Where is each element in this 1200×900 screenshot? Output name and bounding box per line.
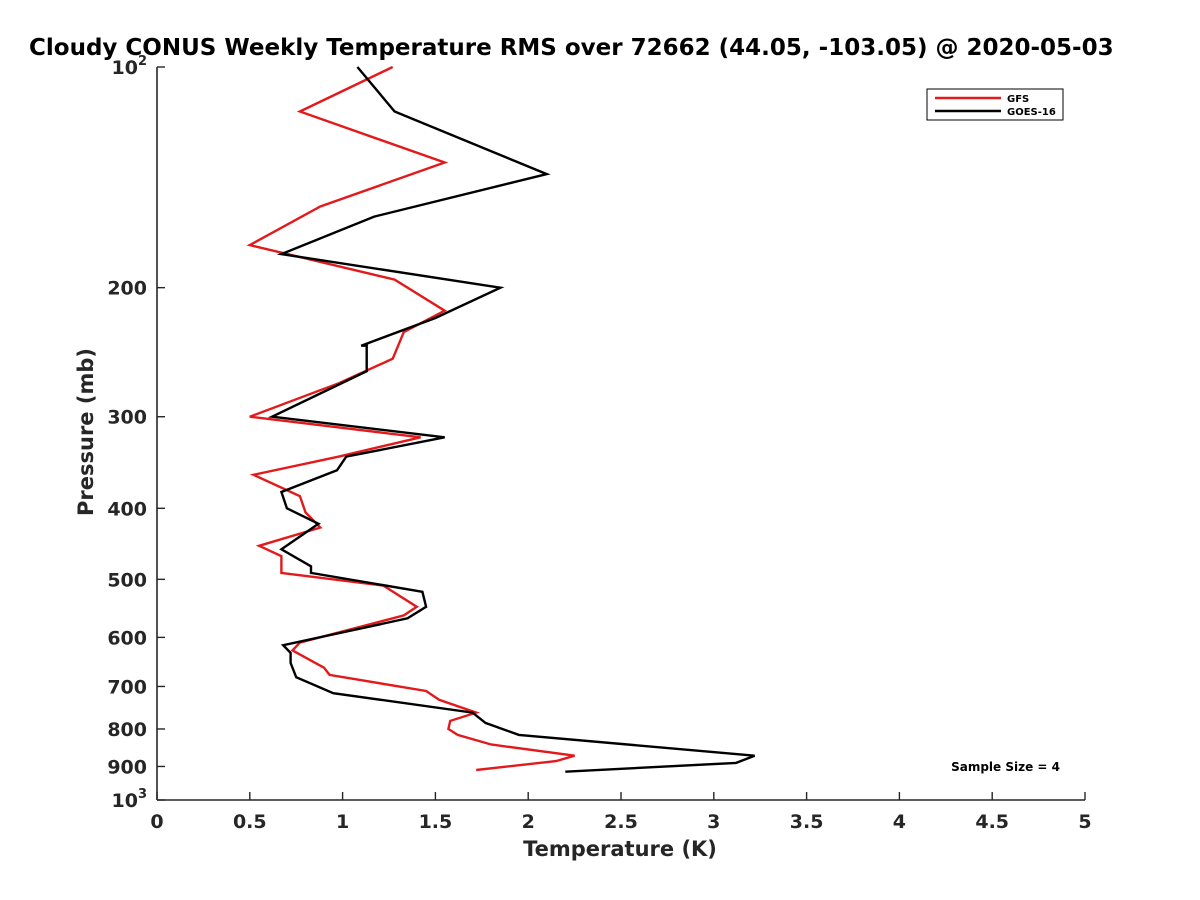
- legend-entry: GFS: [1007, 94, 1029, 105]
- x-tick-label: 1.5: [419, 811, 453, 833]
- y-tick-label: 300: [107, 407, 147, 429]
- chart-title: Cloudy CONUS Weekly Temperature RMS over…: [29, 35, 1114, 61]
- y-tick-label: 400: [107, 498, 147, 520]
- x-tick-label: 1: [336, 811, 349, 833]
- y-tick-label: 103: [112, 787, 148, 812]
- x-tick-label: 0.5: [233, 811, 267, 833]
- y-tick-label: 500: [107, 569, 147, 591]
- x-axis-label: Temperature (K): [523, 837, 717, 861]
- x-tick-label: 4.5: [975, 811, 1009, 833]
- y-tick-label: 700: [107, 676, 147, 698]
- y-tick-label: 800: [107, 719, 147, 741]
- legend-box: [926, 88, 1064, 121]
- y-tick-label: 102: [112, 54, 148, 79]
- y-axis-label: Pressure (mb): [74, 348, 98, 516]
- sample-size-annotation: Sample Size = 4: [951, 760, 1060, 774]
- x-tick-label: 5: [1078, 811, 1091, 833]
- y-tick-label: 200: [107, 278, 147, 300]
- series-line-gfs: [246, 65, 575, 772]
- x-tick-label: 0: [150, 811, 163, 833]
- y-tick-label: 600: [107, 627, 147, 649]
- y-tick-label: 900: [107, 756, 147, 778]
- x-tick-label: 2: [522, 811, 535, 833]
- plot-area: 0 0.5 1 1.5 2 2.5 3 3.5 4 4.5 5 102 200 300 400 500 600 7…: [107, 54, 1091, 833]
- x-tick-label: 3: [707, 811, 720, 833]
- legend-entry: GOES-16: [1007, 107, 1056, 118]
- series-line-goes-16: [267, 66, 756, 773]
- x-tick-label: 2.5: [604, 811, 638, 833]
- x-tick-label: 4: [893, 811, 906, 833]
- x-tick-label: 3.5: [790, 811, 824, 833]
